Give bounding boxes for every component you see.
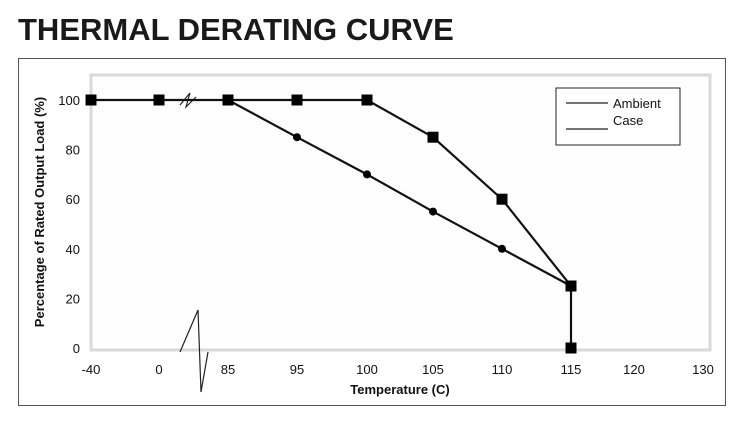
y-axis-label: Percentage of Rated Output Load (%) (32, 97, 47, 327)
x-tick-label: 100 (356, 362, 378, 377)
data-point-case (498, 244, 506, 253)
chart-frame (18, 58, 726, 406)
data-point-ambient (85, 94, 97, 106)
data-point-ambient (496, 193, 508, 205)
x-axis-label: Temperature (C) (350, 382, 449, 397)
y-tick-label: 40 (66, 242, 80, 257)
y-tick-label: 100 (58, 93, 80, 108)
data-point-case (293, 133, 301, 142)
y-tick-label: 0 (73, 341, 80, 356)
data-point-ambient (153, 94, 165, 106)
chart-title: THERMAL DERATING CURVE (18, 12, 454, 47)
x-tick-label: -40 (82, 362, 101, 377)
data-point-case (567, 282, 575, 290)
y-tick-label: 80 (66, 143, 80, 158)
x-tick-label: 130 (692, 362, 714, 377)
data-point-case (363, 170, 371, 179)
legend: Ambient Case (555, 87, 681, 146)
series-line-case (227, 99, 572, 287)
x-tick-label: 110 (492, 362, 513, 377)
x-tick-label: 95 (290, 362, 304, 377)
legend-label-ambient: Ambient (613, 96, 661, 111)
legend-box (555, 87, 681, 146)
data-point-ambient (565, 342, 577, 354)
data-point-ambient (427, 131, 439, 143)
x-tick-label: 105 (422, 362, 444, 377)
data-point-ambient (291, 94, 303, 106)
y-tick-label: 60 (66, 192, 80, 207)
data-point-case (429, 207, 437, 216)
legend-label-case: Case (613, 113, 643, 128)
data-point-case (224, 96, 232, 104)
data-point-ambient (361, 94, 373, 106)
x-tick-label: 0 (155, 362, 162, 377)
y-tick-label: 20 (66, 291, 80, 306)
x-tick-label: 120 (623, 362, 645, 377)
x-tick-label: 85 (221, 362, 235, 377)
x-tick-label: 115 (561, 362, 582, 377)
